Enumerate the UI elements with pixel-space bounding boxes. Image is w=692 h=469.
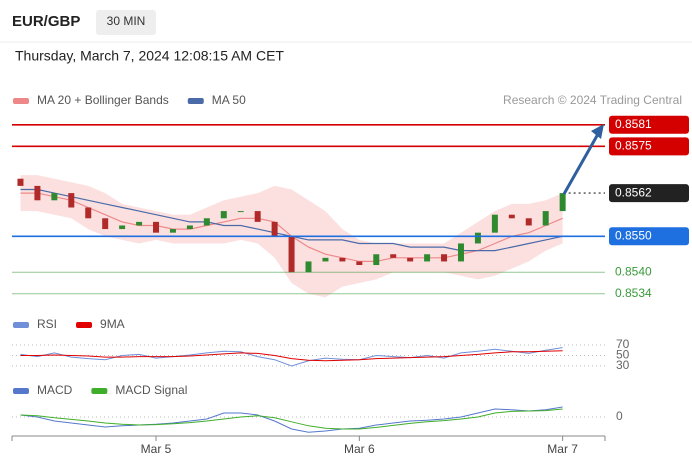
candle xyxy=(424,254,431,262)
legend-swatch xyxy=(13,98,29,104)
candle xyxy=(542,211,549,226)
price-level-box xyxy=(609,184,689,203)
forecast-arrowhead xyxy=(591,124,604,139)
y-tick-label: 70 xyxy=(616,337,630,351)
y-tick-label: 0 xyxy=(616,409,623,423)
candle xyxy=(271,221,278,237)
indicator-line xyxy=(20,406,563,433)
price-level-box xyxy=(609,137,689,156)
price-level-box xyxy=(609,227,689,246)
x-tick-label: Mar 7 xyxy=(547,442,578,456)
price-level-label: 0.8581 xyxy=(615,117,652,131)
y-tick-label: 50 xyxy=(616,348,630,362)
candle xyxy=(356,261,363,266)
candle xyxy=(220,211,227,219)
candle xyxy=(119,225,126,230)
legend-label: MA 20 + Bollinger Bands xyxy=(37,93,169,107)
interval[interactable]: 30 MIN xyxy=(107,14,146,28)
candle xyxy=(186,225,193,230)
symbol: EUR/GBP xyxy=(12,13,80,30)
legend-label: MA 50 xyxy=(212,93,246,107)
candle xyxy=(102,218,109,230)
timestamp: Thursday, March 7, 2024 12:08:15 AM CET xyxy=(15,48,284,64)
source-note: Research © 2024 Trading Central xyxy=(503,93,682,107)
candle xyxy=(288,236,295,273)
legend-label: RSI xyxy=(37,317,57,331)
candle xyxy=(153,221,160,233)
interval-pill[interactable] xyxy=(96,10,156,35)
candle xyxy=(17,178,24,186)
legend-swatch xyxy=(187,98,204,104)
legend-label: MACD Signal xyxy=(115,383,187,397)
candle xyxy=(390,254,397,258)
forecast-arrow xyxy=(562,133,600,195)
candle xyxy=(339,257,346,262)
candle xyxy=(491,214,498,233)
candle xyxy=(525,218,532,226)
candle xyxy=(373,254,380,266)
legend-swatch xyxy=(91,388,108,394)
x-tick-label: Mar 5 xyxy=(141,442,172,456)
candle xyxy=(559,193,566,212)
price-level-label: 0.8550 xyxy=(615,228,652,242)
price-level-label: 0.8540 xyxy=(615,264,652,278)
legend-label: MACD xyxy=(37,383,73,397)
candle xyxy=(474,232,481,244)
legend-label: 9MA xyxy=(100,317,125,331)
candle xyxy=(169,229,176,233)
price-level-box xyxy=(609,115,689,134)
candle xyxy=(441,254,448,262)
price-level-label: 0.8534 xyxy=(615,286,652,300)
candle xyxy=(85,207,92,219)
price-level-label: 0.8575 xyxy=(615,139,652,153)
plots: MA 20 + Bollinger Bands MA 50 Research © 2… xyxy=(11,93,689,456)
price-level-label: 0.8562 xyxy=(615,185,652,199)
legend-swatch xyxy=(13,388,29,394)
candle xyxy=(237,211,244,213)
y-tick-label: 30 xyxy=(616,358,630,372)
candle xyxy=(51,193,58,201)
candle xyxy=(254,211,261,222)
candle xyxy=(407,257,414,262)
candle xyxy=(457,243,464,262)
candle xyxy=(34,185,41,201)
candle xyxy=(68,193,75,208)
candle xyxy=(322,257,329,262)
indicator-line xyxy=(20,408,563,430)
candle xyxy=(136,221,143,226)
indicator-line xyxy=(20,347,563,367)
legend-swatch xyxy=(13,322,29,328)
indicator-line xyxy=(20,350,563,362)
candle xyxy=(508,214,515,219)
candle xyxy=(305,261,312,273)
legend-swatch xyxy=(76,322,93,328)
x-tick-label: Mar 6 xyxy=(344,442,375,456)
candle xyxy=(203,218,210,226)
